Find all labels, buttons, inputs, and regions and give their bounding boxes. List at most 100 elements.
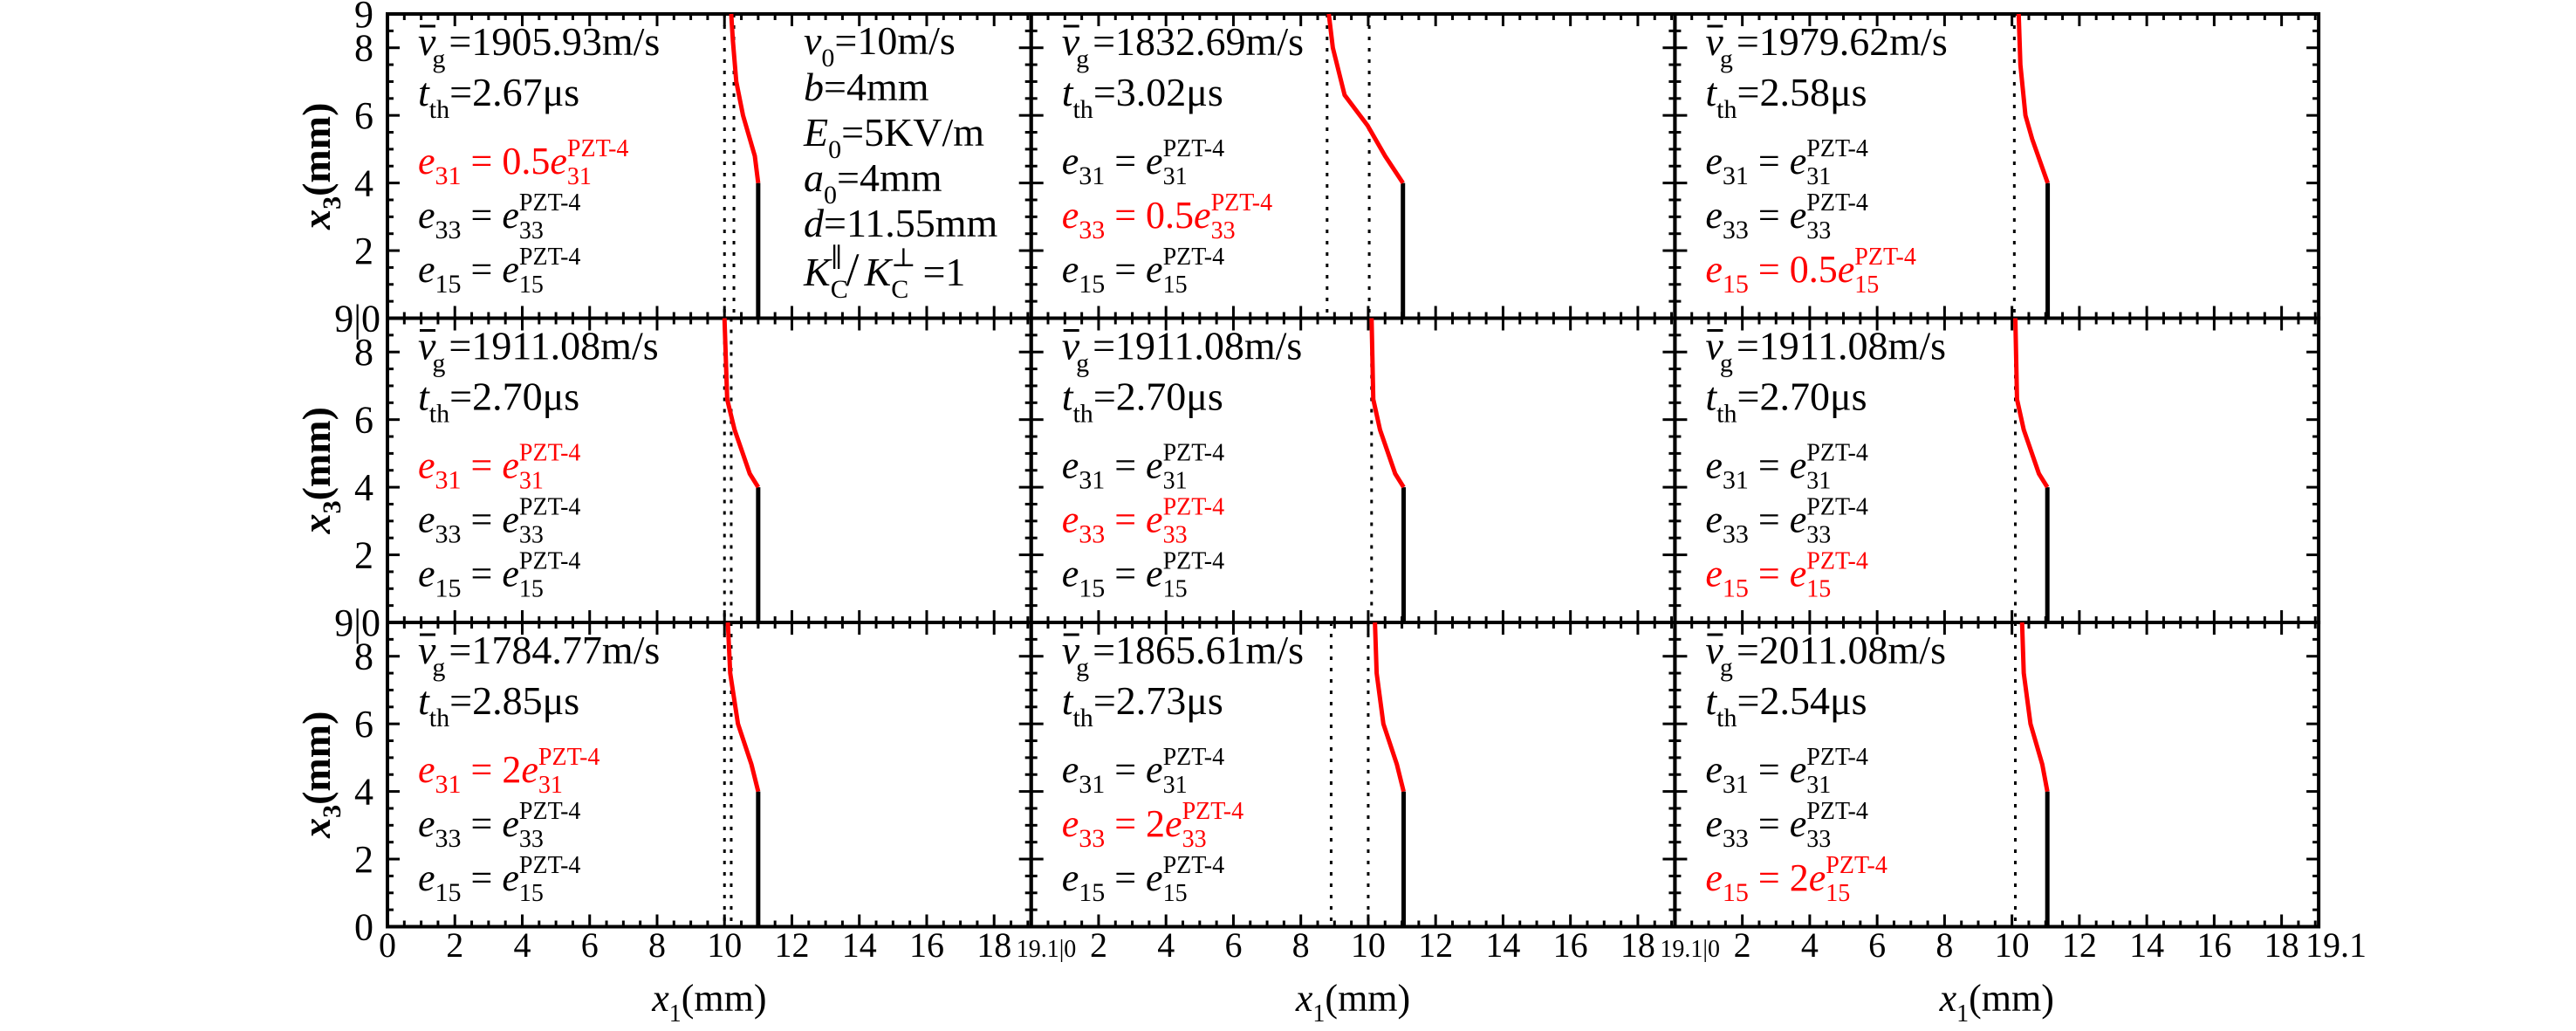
equals: = (1105, 140, 1146, 182)
index-subscript: 31 (1723, 770, 1749, 799)
e-symbol: e (1705, 553, 1723, 595)
parameter-symbol: a (804, 155, 824, 200)
x-axis-label: x1(mm) (1939, 977, 2054, 1028)
coefficient-e33: e33 = ePZT-4 33 (418, 189, 580, 244)
e-symbol: e (502, 194, 519, 237)
threshold-time-value: =2.70μs (449, 375, 579, 419)
e-symbol: e (1838, 248, 1855, 291)
t-symbol: t (418, 70, 430, 114)
pzt4-superscript: PZT-4 (519, 852, 581, 879)
mean-velocity-label: vg=1865.61m/s (1062, 628, 1304, 682)
v-symbol: v (1705, 19, 1723, 64)
equals: = (462, 194, 503, 237)
coefficient-e31: e31 = ePZT-4 31 (1062, 440, 1224, 495)
index-subscript: 31 (435, 466, 462, 495)
index-subscript: 33 (1163, 522, 1188, 549)
pzt4-superscript: PZT-4 (1182, 798, 1244, 825)
threshold-time-label: tth=2.85μs (418, 678, 579, 732)
index-subscript: 33 (519, 826, 544, 853)
y-tick-label: 4 (354, 162, 373, 205)
th-subscript: th (429, 95, 449, 124)
y-axis-label-symbol: x (294, 210, 339, 230)
pzt4-superscript: PZT-4 (519, 798, 581, 825)
parameter-value: =1 (922, 250, 965, 294)
x-tick-label: 18 (976, 925, 1011, 965)
t-symbol: t (1705, 678, 1717, 723)
t-symbol: t (1705, 70, 1717, 114)
e-symbol: e (1705, 498, 1723, 541)
x-tick-label: 2 (1090, 925, 1107, 965)
equals: = (462, 140, 503, 182)
pzt4-superscript: PZT-4 (1826, 852, 1887, 879)
e-symbol: e (1705, 802, 1723, 845)
pzt4-superscript: PZT-4 (1806, 440, 1868, 467)
e-symbol: e (418, 140, 435, 182)
e-symbol: e (1790, 194, 1807, 237)
index-subscript: 15 (435, 878, 462, 907)
pzt4-superscript: PZT-4 (1163, 440, 1225, 467)
y-tick-label: 4 (354, 771, 373, 814)
v-symbol: v (418, 628, 436, 672)
parameter-symbol: b (804, 65, 824, 109)
pzt4-superscript: PZT-4 (538, 744, 600, 771)
e-symbol: e (1790, 553, 1807, 595)
y-tick-label: 8 (354, 27, 373, 70)
coefficient-factor: 2 (1790, 856, 1809, 899)
e-symbol: e (1062, 248, 1079, 291)
mean-velocity-value: =1784.77m/s (449, 628, 660, 672)
equals: = (462, 856, 503, 899)
mean-velocity-value: =1832.69m/s (1093, 19, 1304, 64)
coefficient-e15: e15 = ePZT-4 15 (1705, 548, 1867, 603)
g-subscript: g (432, 45, 445, 73)
x-tick-label: 18 (1620, 925, 1655, 965)
equals: = (1105, 748, 1146, 791)
e-symbol: e (1790, 444, 1807, 487)
threshold-time-label: tth=3.02μs (1062, 70, 1223, 124)
y-tick-label: 8 (354, 636, 373, 678)
index-subscript: 31 (1806, 163, 1831, 190)
e-symbol: e (1062, 802, 1079, 845)
equals: = (1749, 856, 1790, 899)
index-subscript: 31 (1079, 162, 1105, 190)
y-axis-label: x3(mm) (294, 407, 346, 534)
x-axis-label: x1(mm) (651, 977, 766, 1028)
equals: = (1749, 140, 1790, 182)
th-subscript: th (429, 400, 449, 429)
parameter-subscript: 0 (824, 181, 837, 210)
y-axis-label-unit: (mm) (294, 103, 339, 196)
parameter-line: a0=4mm (804, 155, 942, 210)
x-tick-label: 8 (1292, 925, 1310, 965)
y-tick-label: 2 (354, 838, 373, 881)
y-axis-label-subscript: 3 (318, 805, 346, 818)
e-symbol: e (502, 248, 519, 291)
e-symbol: e (418, 498, 435, 541)
e-symbol: e (418, 802, 435, 845)
v-symbol: v (1062, 19, 1080, 64)
index-subscript: 31 (538, 772, 563, 799)
mean-velocity-label: vg=2011.08m/s (1705, 628, 1946, 682)
x-tick-label: 6 (1224, 925, 1242, 965)
pzt4-superscript: PZT-4 (1163, 548, 1225, 575)
crack-front-curve (1326, 13, 1405, 184)
index-subscript: 33 (1182, 826, 1207, 853)
threshold-time-value: =2.70μs (1737, 375, 1867, 419)
e-symbol: e (1146, 856, 1163, 899)
y-axis-label-subscript: 3 (318, 500, 346, 513)
index-subscript: 15 (1723, 878, 1749, 907)
mean-velocity-value: =1911.08m/s (1737, 324, 1946, 368)
parameter-value: =11.55mm (824, 201, 998, 245)
equals: = (1105, 444, 1146, 487)
index-subscript: 31 (1163, 772, 1188, 799)
coefficient-e31: e31 = ePZT-4 31 (1705, 440, 1867, 495)
coefficient-e33: e33 = ePZT-4 33 (1705, 494, 1867, 549)
x-tick-label: 0 (379, 925, 396, 965)
index-subscript: 33 (1806, 826, 1831, 853)
index-subscript: 31 (1723, 162, 1749, 190)
e-symbol: e (1062, 194, 1079, 237)
pzt4-superscript: PZT-4 (1163, 744, 1225, 771)
x-axis-label-subscript: 1 (669, 1000, 682, 1028)
equals: = (462, 498, 503, 541)
crack-front-curve (1373, 622, 1406, 793)
